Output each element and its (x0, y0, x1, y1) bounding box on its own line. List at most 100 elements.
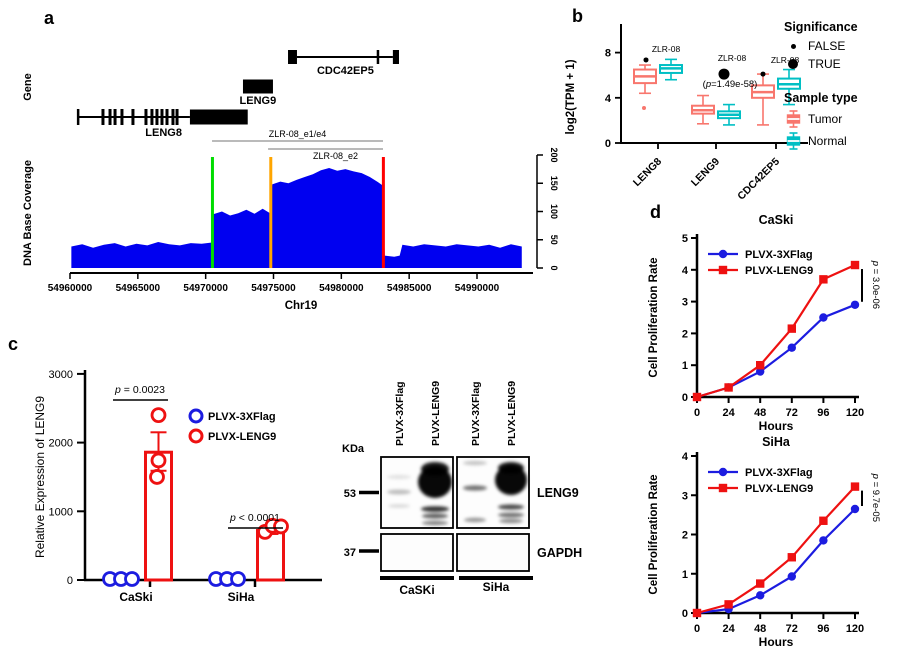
x-tick-label: CDC42EP5 (735, 156, 782, 203)
small-dot-icon (790, 43, 796, 49)
annotation-label: ZLR-08 (718, 53, 747, 63)
x-tick-label: 72 (786, 407, 798, 419)
y-tick-label: 3 (682, 297, 688, 309)
x-axis-title: Chr19 (285, 300, 318, 312)
shape: = 0.0023 (121, 384, 165, 396)
chart-title: SiHa (762, 435, 791, 449)
legend-label: PLVX-LENG9 (745, 483, 813, 495)
y-tick-label: 3 (682, 490, 688, 502)
legend-item-normal: Normal (784, 132, 898, 150)
data-point (850, 504, 860, 514)
pvalue-label: p = 3.0e-06 (870, 260, 881, 309)
data-point (787, 324, 796, 333)
coverage-axis-label: DNA Base Coverage (22, 160, 34, 266)
y-tick-label: 8 (605, 48, 611, 60)
outlier-point (642, 105, 646, 110)
data-point (819, 516, 828, 525)
data-point (850, 260, 860, 270)
gene-exon-block (288, 50, 297, 64)
legend-false-label: FALSE (808, 39, 846, 53)
x-tick-label: LENG9 (689, 156, 722, 189)
proliferation-chart-siha: SiHa 0 1 2 3 4 0 24 48 72 96 120 Hours Cell Prolifera… (648, 435, 881, 649)
x-axis-title: Hours (759, 635, 794, 649)
lane-label: PLVX-3XFlag (394, 381, 406, 446)
legend-item-true: TRUE (784, 57, 898, 71)
data-point-blue (230, 571, 246, 587)
data-point (787, 572, 796, 581)
data-point (692, 608, 702, 618)
legend-marker (718, 249, 728, 259)
y-tick-label: 4 (682, 451, 689, 463)
qpcr-bar-chart: 0 1000 2000 3000 Relative Expression of LENG… (33, 369, 322, 604)
x-tick-label: CaSki (119, 590, 152, 604)
significance-dot (643, 57, 649, 63)
shape: < 0.0001 (236, 512, 280, 524)
chart-title: CaSki (759, 213, 794, 227)
legend-item-tumor: Tumor (784, 110, 898, 128)
pvalue-label: p < 0.0001 (229, 512, 280, 524)
pvalue-label: p = 0.0023 (114, 384, 165, 396)
shape: p (705, 79, 711, 90)
y-tick-label: 1000 (49, 506, 73, 518)
shape: =1.49e-58) (711, 79, 757, 90)
y-axis-title: Relative Expression of LENG9 (33, 396, 47, 558)
legend-sample-title: Sample type (784, 91, 858, 105)
band (498, 512, 524, 518)
band (421, 506, 449, 512)
x-tick-label: 24 (722, 623, 735, 635)
y-tick-label: 0 (605, 138, 611, 150)
data-point-blue (124, 571, 140, 587)
legend-marker-blue (188, 408, 204, 424)
gene-exon-block (189, 109, 248, 125)
series-line (696, 263, 856, 399)
band (387, 474, 411, 480)
band (422, 520, 448, 526)
legend-tumor-label: Tumor (808, 112, 843, 126)
band (464, 517, 486, 523)
x-tick-label: SiHa (228, 590, 255, 604)
data-point (756, 591, 765, 600)
legend-label: PLVX-3XFlag (745, 467, 813, 479)
x-tick-label: 54985000 (387, 283, 432, 294)
x-tick-label: 96 (817, 407, 829, 419)
gene-name: CDC42EP5 (317, 65, 374, 77)
genomic-coverage-chart: ZLR-08_e1/e4 ZLR-08_e2 54960000 54965000 549… (22, 50, 559, 312)
data-point-red (150, 407, 167, 424)
blot-box (380, 533, 454, 572)
gene-exon-block (392, 50, 399, 64)
x-tick-label: 54965000 (116, 283, 161, 294)
legend-label: PLVX-LENG9 (208, 431, 276, 443)
annotation-pvalue: (p=1.49e-58) (703, 79, 758, 90)
series-line (696, 508, 856, 615)
lane-label: PLVX-LENG9 (506, 381, 518, 446)
amplicon-label: ZLR-08_e1/e4 (269, 129, 327, 139)
y-axis-title: Cell Proliferation Rate (648, 474, 660, 594)
panel-label-a: a (44, 8, 55, 28)
data-point (724, 383, 733, 392)
x-tick-label: 54990000 (455, 283, 500, 294)
annotation-label: ZLR-08 (771, 55, 800, 65)
shape: = 3.0e-06 (870, 266, 881, 309)
tumor-boxplot-icon (786, 110, 800, 128)
proliferation-chart-caski: CaSki 0 1 2 3 4 5 0 24 48 72 96 120 Hours Cell Prolife… (648, 213, 881, 433)
x-tick-label: LENG8 (631, 156, 664, 189)
data-point (756, 367, 765, 376)
y-tick-label: 4 (682, 265, 689, 277)
data-point (819, 313, 828, 322)
normal-boxplot-icon (786, 132, 800, 150)
kda-marker: 37 (344, 547, 356, 559)
group-bar (380, 576, 454, 580)
amplicon-label: ZLR-08_e2 (313, 151, 358, 161)
y-tick-label: 0 (682, 392, 688, 404)
panel-label-d: d (650, 202, 661, 222)
western-blot: PLVX-3XFlag PLVX-LENG9 PLVX-3XFlag PLVX-LEN… (342, 381, 582, 597)
series-line (696, 303, 856, 399)
legend-label: PLVX-LENG9 (745, 265, 813, 277)
band (422, 513, 448, 519)
significance-dot (760, 71, 766, 77)
legend-marker (718, 467, 728, 477)
kda-label: KDa (342, 443, 365, 455)
blot-box (456, 533, 530, 572)
x-tick-label: 0 (694, 623, 700, 635)
